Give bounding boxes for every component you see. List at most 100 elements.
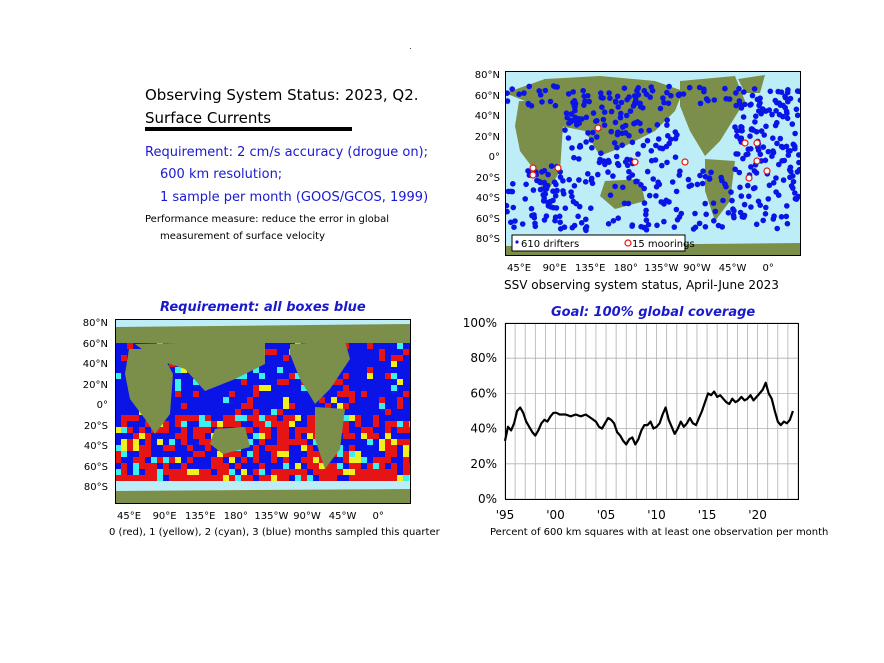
coverage-cell xyxy=(307,427,313,433)
coverage-cell xyxy=(253,409,259,415)
drifter-dot xyxy=(653,142,659,149)
coverage-cell xyxy=(211,403,217,409)
drifter-dot xyxy=(654,122,661,128)
coverage-cell xyxy=(229,403,235,409)
drifter-dot xyxy=(767,88,774,95)
coverage-cell xyxy=(199,385,205,391)
drifter-dot xyxy=(753,221,760,228)
coverage-cell xyxy=(193,415,199,421)
coverage-cell xyxy=(265,409,271,415)
req-lon-tick-label: 135°W xyxy=(254,511,289,522)
coverage-cell xyxy=(211,427,217,433)
coverage-cell xyxy=(187,421,193,427)
coverage-cell xyxy=(397,475,403,481)
drifter-dot xyxy=(561,224,568,230)
coverage-cell xyxy=(217,421,223,427)
coverage-cell xyxy=(145,445,151,451)
mooring-marker xyxy=(594,124,602,132)
coverage-cell xyxy=(271,469,277,475)
coverage-cell xyxy=(175,475,181,481)
drifter-dot xyxy=(579,116,585,122)
coverage-cell xyxy=(187,415,193,421)
drifter-dot xyxy=(578,220,585,226)
coverage-cell xyxy=(265,475,271,481)
coverage-cell xyxy=(337,373,343,379)
coverage-cell xyxy=(133,475,139,481)
drifter-dot xyxy=(512,218,518,224)
coverage-cell xyxy=(361,349,367,355)
coverage-cell xyxy=(265,361,271,367)
drifter-dot xyxy=(720,197,726,204)
coverage-cell xyxy=(385,385,391,391)
drifter-dot xyxy=(752,119,758,125)
coverage-cell xyxy=(115,445,121,451)
drifter-dot xyxy=(746,193,752,200)
coverage-cell xyxy=(253,451,259,457)
coverage-cell xyxy=(295,469,301,475)
coverage-cell xyxy=(367,475,373,481)
drifter-dot xyxy=(740,155,746,162)
coverage-cell xyxy=(283,403,289,409)
coverage-cell xyxy=(121,445,127,451)
coverage-cell xyxy=(175,433,181,439)
coverage-cell xyxy=(235,469,241,475)
coverage-cell xyxy=(205,433,211,439)
coverage-cell xyxy=(277,451,283,457)
drifter-dot xyxy=(606,90,612,96)
coverage-cell xyxy=(271,385,277,391)
coverage-cell xyxy=(181,373,187,379)
drifter-dot xyxy=(629,223,635,229)
coverage-cell xyxy=(229,475,235,481)
drifter-dot xyxy=(505,90,510,96)
drifter-dot xyxy=(575,116,581,122)
coverage-cell xyxy=(271,403,277,409)
drifter-dot xyxy=(541,179,547,186)
coverage-cell xyxy=(157,475,163,481)
page-subtitle: Surface Currents xyxy=(145,109,272,127)
coverage-cell xyxy=(211,451,217,457)
drifter-dot xyxy=(582,179,589,185)
coverage-cell xyxy=(283,385,289,391)
coverage-cell xyxy=(307,445,313,451)
coverage-cell xyxy=(289,433,295,439)
drifter-dot xyxy=(571,154,577,161)
coverage-cell xyxy=(139,457,145,463)
coverage-cell xyxy=(115,397,121,403)
drifter-legend-marker xyxy=(515,240,519,244)
coverage-cell xyxy=(169,391,175,397)
coverage-cell xyxy=(115,421,121,427)
coverage-cell xyxy=(181,457,187,463)
coverage-cell xyxy=(247,391,253,397)
coverage-cell xyxy=(331,457,337,463)
coverage-cell xyxy=(139,445,145,451)
drifter-dot xyxy=(796,159,801,166)
coverage-cell xyxy=(145,439,151,445)
coverage-cell xyxy=(133,457,139,463)
coverage-cell xyxy=(283,451,289,457)
drifter-dot xyxy=(751,86,758,92)
coverage-cell xyxy=(121,421,127,427)
coverage-cell xyxy=(391,373,397,379)
coverage-cell xyxy=(211,409,217,415)
coverage-cell xyxy=(301,397,307,403)
coverage-cell xyxy=(193,385,199,391)
drifter-dot xyxy=(788,168,794,175)
coverage-cell xyxy=(121,457,127,463)
coverage-cell xyxy=(151,475,157,481)
drifter-dot xyxy=(613,153,620,160)
mooring-marker xyxy=(753,139,761,147)
coverage-cell xyxy=(169,439,175,445)
coverage-cell xyxy=(199,409,205,415)
coverage-cell xyxy=(373,385,379,391)
coverage-cell xyxy=(271,445,277,451)
coverage-cell xyxy=(265,415,271,421)
coverage-cell xyxy=(265,397,271,403)
coverage-cell xyxy=(319,397,325,403)
coverage-cell xyxy=(133,343,139,349)
coverage-cell xyxy=(385,457,391,463)
drifter-dot xyxy=(508,188,514,195)
drifter-dot xyxy=(564,114,570,121)
drifter-dot xyxy=(539,99,545,105)
coverage-cell xyxy=(271,457,277,463)
coverage-cell xyxy=(283,427,289,433)
